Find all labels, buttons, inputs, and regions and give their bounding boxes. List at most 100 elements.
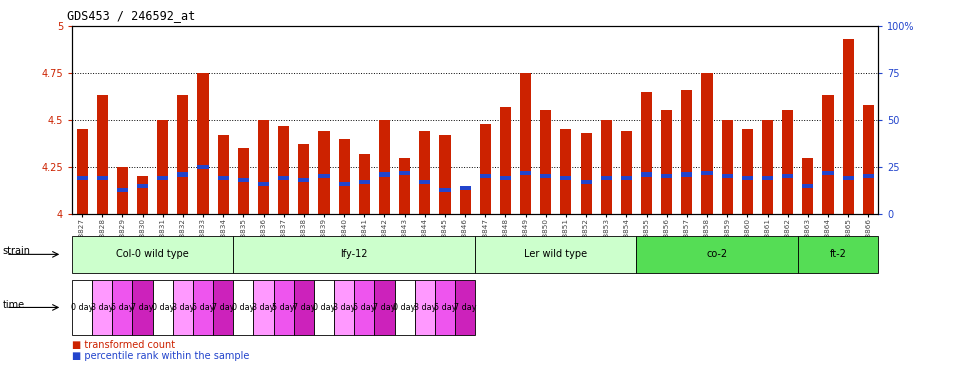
Bar bbox=[218, 135, 228, 214]
Bar bbox=[137, 176, 148, 214]
Bar bbox=[843, 176, 853, 180]
Bar bbox=[213, 280, 233, 335]
Bar bbox=[540, 111, 551, 214]
Bar bbox=[294, 280, 314, 335]
Bar bbox=[823, 96, 833, 214]
Text: 5 day: 5 day bbox=[353, 303, 375, 312]
Bar bbox=[661, 174, 672, 179]
Bar bbox=[278, 126, 289, 214]
Bar bbox=[157, 120, 168, 214]
Bar bbox=[72, 236, 233, 273]
Bar bbox=[480, 174, 491, 179]
Bar bbox=[339, 139, 349, 214]
Bar bbox=[762, 176, 773, 180]
Bar bbox=[193, 280, 213, 335]
Bar bbox=[863, 105, 874, 214]
Text: 0 day: 0 day bbox=[71, 303, 93, 312]
Bar bbox=[137, 184, 148, 188]
Bar bbox=[636, 236, 798, 273]
Text: co-2: co-2 bbox=[707, 249, 728, 259]
Bar bbox=[112, 280, 132, 335]
Bar bbox=[359, 180, 370, 184]
Bar bbox=[97, 96, 108, 214]
Bar bbox=[762, 120, 773, 214]
Bar bbox=[843, 39, 853, 214]
Bar bbox=[153, 280, 173, 335]
Text: 7 day: 7 day bbox=[454, 303, 476, 312]
Bar bbox=[682, 90, 692, 214]
Bar bbox=[722, 174, 732, 179]
Text: Col-0 wild type: Col-0 wild type bbox=[116, 249, 189, 259]
Bar bbox=[117, 187, 128, 192]
Text: ■ transformed count: ■ transformed count bbox=[72, 340, 175, 350]
Text: 0 day: 0 day bbox=[232, 303, 254, 312]
Bar bbox=[278, 176, 289, 180]
Bar bbox=[299, 178, 309, 182]
Bar bbox=[334, 280, 354, 335]
Bar bbox=[359, 154, 370, 214]
Text: strain: strain bbox=[3, 246, 31, 257]
Bar bbox=[863, 174, 874, 179]
Bar bbox=[460, 190, 470, 214]
Bar bbox=[258, 120, 269, 214]
Bar bbox=[500, 107, 511, 214]
Bar bbox=[581, 133, 591, 214]
Bar bbox=[218, 176, 228, 180]
Bar bbox=[399, 158, 410, 214]
Bar bbox=[475, 236, 636, 273]
Bar bbox=[435, 280, 455, 335]
Bar bbox=[420, 131, 430, 214]
Bar bbox=[379, 120, 390, 214]
Bar bbox=[77, 129, 87, 214]
Bar bbox=[72, 280, 92, 335]
Text: time: time bbox=[3, 299, 25, 310]
Bar bbox=[173, 280, 193, 335]
Bar bbox=[561, 129, 571, 214]
Bar bbox=[233, 280, 253, 335]
Bar bbox=[803, 158, 813, 214]
Bar bbox=[354, 280, 374, 335]
Bar bbox=[601, 120, 612, 214]
Text: 7 day: 7 day bbox=[212, 303, 234, 312]
Text: 3 day: 3 day bbox=[252, 303, 275, 312]
Bar bbox=[132, 280, 153, 335]
Bar bbox=[420, 180, 430, 184]
Bar bbox=[540, 174, 551, 179]
Bar bbox=[702, 73, 712, 214]
Bar bbox=[299, 144, 309, 214]
Bar bbox=[823, 171, 833, 175]
Text: ■ percentile rank within the sample: ■ percentile rank within the sample bbox=[72, 351, 250, 361]
Text: GDS453 / 246592_at: GDS453 / 246592_at bbox=[67, 9, 196, 22]
Bar bbox=[798, 236, 878, 273]
Bar bbox=[520, 171, 531, 175]
Bar bbox=[520, 73, 531, 214]
Bar bbox=[238, 148, 249, 214]
Bar bbox=[117, 167, 128, 214]
Bar bbox=[178, 96, 188, 214]
Bar bbox=[157, 176, 168, 180]
Bar bbox=[198, 165, 208, 169]
Text: 7 day: 7 day bbox=[373, 303, 396, 312]
Bar bbox=[440, 187, 450, 192]
Bar bbox=[722, 120, 732, 214]
Text: lfy-12: lfy-12 bbox=[341, 249, 368, 259]
Bar bbox=[641, 92, 652, 214]
Bar bbox=[641, 172, 652, 177]
Bar bbox=[233, 236, 475, 273]
Bar bbox=[319, 174, 329, 179]
Bar bbox=[742, 176, 753, 180]
Bar bbox=[440, 135, 450, 214]
Bar bbox=[455, 280, 475, 335]
Bar bbox=[374, 280, 395, 335]
Bar bbox=[460, 186, 470, 190]
Bar bbox=[782, 174, 793, 179]
Bar bbox=[782, 111, 793, 214]
Text: Ler wild type: Ler wild type bbox=[524, 249, 588, 259]
Bar bbox=[480, 124, 491, 214]
Text: 3 day: 3 day bbox=[172, 303, 194, 312]
Bar bbox=[601, 176, 612, 180]
Bar bbox=[702, 171, 712, 175]
Text: 3 day: 3 day bbox=[333, 303, 355, 312]
Bar bbox=[415, 280, 435, 335]
Bar bbox=[198, 73, 208, 214]
